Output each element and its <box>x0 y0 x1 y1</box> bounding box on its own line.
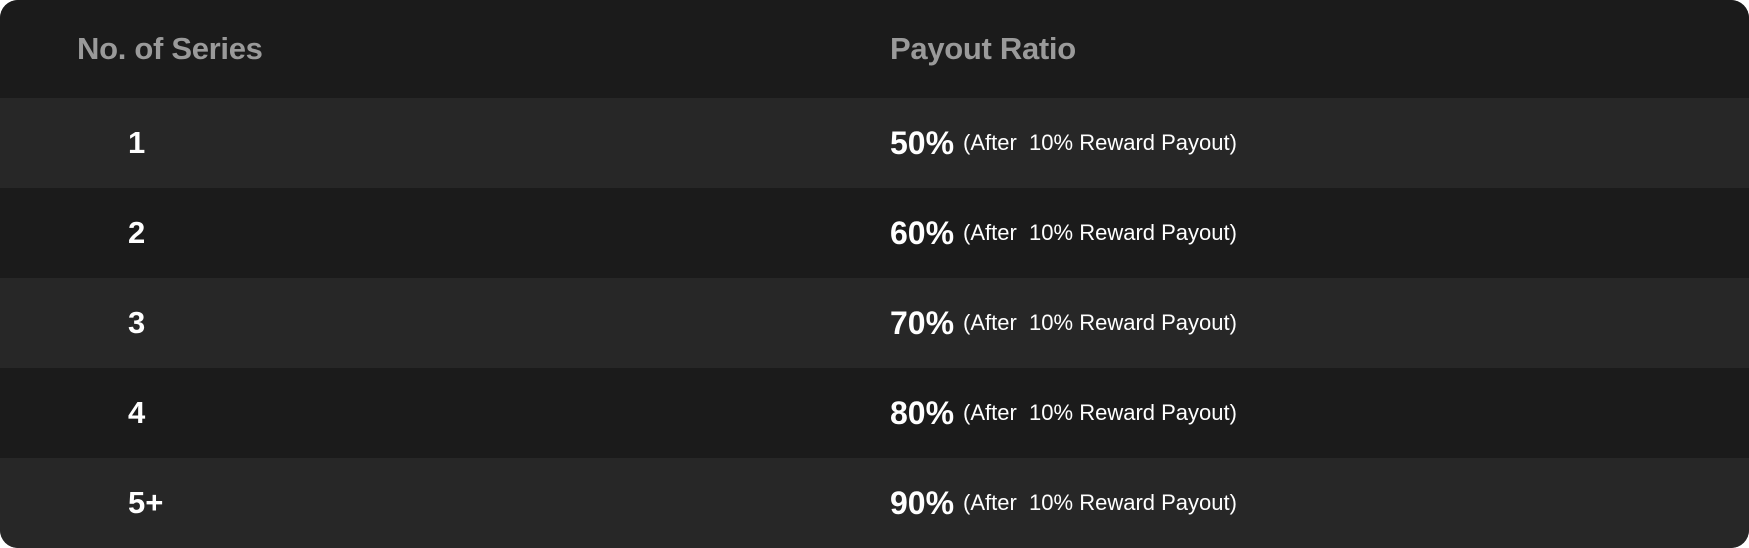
table-row: 3 70% (After 10% Reward Payout) <box>0 278 1749 368</box>
payout-note: (After 10% Reward Payout) <box>963 490 1237 515</box>
payout-note: (After 10% Reward Payout) <box>963 220 1237 245</box>
header-series: No. of Series <box>77 31 263 66</box>
payout-ratio: 50% <box>890 124 955 161</box>
payout-note: (After 10% Reward Payout) <box>963 310 1237 335</box>
table-row: 2 60% (After 10% Reward Payout) <box>0 188 1749 278</box>
payout-note: (After 10% Reward Payout) <box>963 400 1237 425</box>
series-count: 1 <box>128 125 146 160</box>
table-row: 5+ 90% (After 10% Reward Payout) <box>0 458 1749 548</box>
series-count: 2 <box>128 215 146 250</box>
payout-note: (After 10% Reward Payout) <box>963 130 1237 155</box>
payout-ratio: 70% <box>890 304 955 341</box>
table-header: No. of Series Payout Ratio <box>0 0 1749 98</box>
table-row: 1 50% (After 10% Reward Payout) <box>0 98 1749 188</box>
series-count: 3 <box>128 305 146 340</box>
series-count: 5+ <box>128 485 164 520</box>
header-payout-ratio: Payout Ratio <box>890 31 1076 66</box>
table-row: 4 80% (After 10% Reward Payout) <box>0 368 1749 458</box>
payout-ratio: 80% <box>890 394 955 431</box>
payout-ratio: 90% <box>890 484 955 521</box>
payout-ratio: 60% <box>890 214 955 251</box>
series-count: 4 <box>128 395 146 430</box>
